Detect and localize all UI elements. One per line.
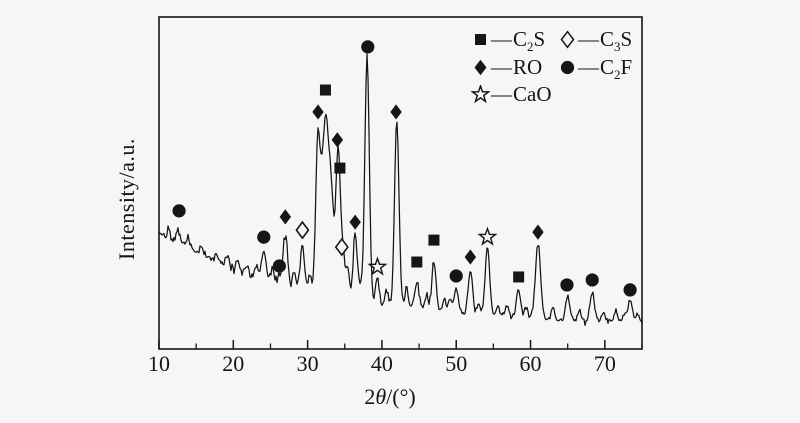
diamond-open-icon	[560, 30, 575, 49]
square-filled-marker-C2S	[411, 256, 423, 268]
circle-filled-marker-C2F	[623, 283, 637, 297]
x-axis-label: 2θ/(°)	[364, 384, 415, 410]
x-tick-label: 70	[594, 351, 616, 376]
circle-filled-marker-C2F	[257, 230, 271, 244]
diamond-filled-marker-RO	[331, 132, 344, 148]
diamond-open-marker-C3S	[295, 220, 310, 240]
x-tick-label: 30	[297, 351, 319, 376]
legend-item-c3s: — C3S	[558, 27, 633, 55]
legend-row-3: — CaO	[471, 81, 632, 109]
square-filled-marker-C2S	[513, 271, 525, 283]
legend-label-cao: CaO	[513, 82, 552, 107]
legend-separator: —	[491, 54, 512, 79]
x-axis-ticks	[158, 340, 643, 349]
square-filled-marker-C2S	[428, 234, 440, 246]
star-open-icon	[471, 85, 490, 104]
legend-separator: —	[491, 27, 512, 52]
circle-filled-icon	[560, 60, 575, 74]
diamond-filled-marker-RO	[390, 104, 402, 120]
x-tick-label: 20	[222, 351, 244, 376]
legend-item-c2f: — C2F	[558, 54, 633, 82]
diamond-filled-icon	[474, 59, 487, 76]
legend-item-cao: — CaO	[471, 82, 558, 107]
diamond-filled-marker-RO	[312, 104, 324, 120]
x-tick-label: 60	[520, 351, 542, 376]
phase-markers	[172, 40, 637, 297]
legend-row-1: — C2S — C3S	[471, 26, 632, 54]
circle-filled-marker-C2F	[560, 278, 574, 292]
legend: — C2S — C3S — RO	[471, 26, 632, 109]
legend-label-c3s: C3S	[600, 27, 633, 55]
legend-item-ro: — RO	[471, 55, 558, 80]
legend-label-c2s: C2S	[513, 27, 546, 55]
legend-label-c2f: C2F	[600, 54, 633, 82]
legend-separator: —	[491, 82, 512, 107]
legend-separator: —	[578, 54, 599, 79]
diamond-open-marker-C3S	[334, 237, 349, 257]
square-filled-marker-C2S	[319, 84, 331, 96]
diamond-filled-marker-RO	[279, 209, 292, 225]
legend-label-ro: RO	[513, 54, 543, 79]
x-axis-label-theta: θ	[375, 384, 387, 409]
y-axis-label: Intensity/a.u.	[114, 138, 139, 260]
circle-filled-marker-C2F	[585, 273, 599, 287]
diamond-filled-marker-RO	[464, 249, 477, 265]
x-axis-label-post: /(°)	[386, 384, 416, 409]
circle-filled-marker-C2F	[449, 269, 463, 283]
star-open-marker-CaO	[477, 226, 498, 246]
x-tick-label: 10	[148, 351, 170, 376]
x-tick-label: 50	[445, 351, 467, 376]
x-tick-label: 40	[371, 351, 393, 376]
x-axis-tick-labels: 10 20 30 40 50 60 70	[148, 351, 616, 376]
circle-filled-marker-C2F	[361, 40, 375, 54]
legend-item-c2s: — C2S	[471, 27, 558, 55]
star-open-marker-CaO	[367, 256, 388, 276]
x-axis-label-pre: 2	[364, 384, 376, 409]
plot-frame	[158, 16, 643, 350]
square-filled-marker-C2S	[334, 162, 346, 174]
xrd-curve	[158, 53, 643, 327]
circle-filled-marker-C2F	[272, 259, 286, 273]
circle-filled-marker-C2F	[172, 204, 186, 218]
legend-row-2: — RO — C2F	[471, 54, 632, 82]
legend-separator: —	[578, 27, 599, 52]
diamond-filled-marker-RO	[532, 224, 544, 240]
square-filled-icon	[475, 34, 486, 46]
diamond-filled-marker-RO	[349, 214, 361, 230]
